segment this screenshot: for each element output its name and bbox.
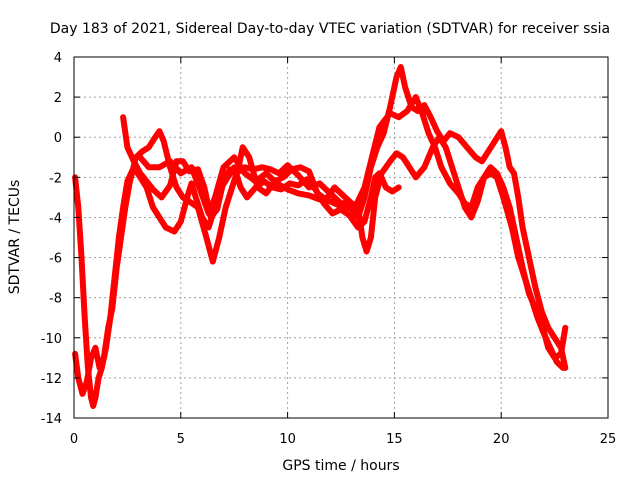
x-axis-label: GPS time / hours bbox=[282, 458, 399, 474]
y-tick-label: -2 bbox=[49, 171, 62, 186]
y-tick-label: -10 bbox=[41, 332, 62, 347]
x-tick-label: 15 bbox=[386, 432, 403, 447]
x-tick-label: 0 bbox=[70, 432, 78, 447]
x-tick-label: 25 bbox=[600, 432, 617, 447]
data-series-group bbox=[72, 64, 569, 409]
y-tick-label: 0 bbox=[54, 131, 62, 146]
y-tick-label: -8 bbox=[49, 292, 62, 307]
x-tick-label: 10 bbox=[279, 432, 296, 447]
y-tick-label: -12 bbox=[41, 372, 62, 387]
y-tick-label: -6 bbox=[49, 252, 62, 267]
grid-lines bbox=[74, 57, 608, 418]
axis-ticks: 0 5 10 15 20 25 -14 -12 -10 -8 -6 -4 -2 0 2 4 bbox=[41, 51, 617, 447]
plot-frame bbox=[73, 56, 609, 419]
y-tick-label: 2 bbox=[54, 91, 62, 106]
x-tick-label: 20 bbox=[493, 432, 510, 447]
x-tick-label: 5 bbox=[177, 432, 185, 447]
y-tick-label: 4 bbox=[54, 51, 62, 66]
y-axis-label: SDTVAR / TECUs bbox=[7, 180, 23, 295]
series-line-4 bbox=[137, 94, 567, 371]
y-tick-label: -4 bbox=[49, 211, 62, 226]
y-tick-label: -14 bbox=[41, 412, 62, 427]
chart-title: Day 183 of 2021, Sidereal Day-to-day VTE… bbox=[50, 21, 610, 37]
